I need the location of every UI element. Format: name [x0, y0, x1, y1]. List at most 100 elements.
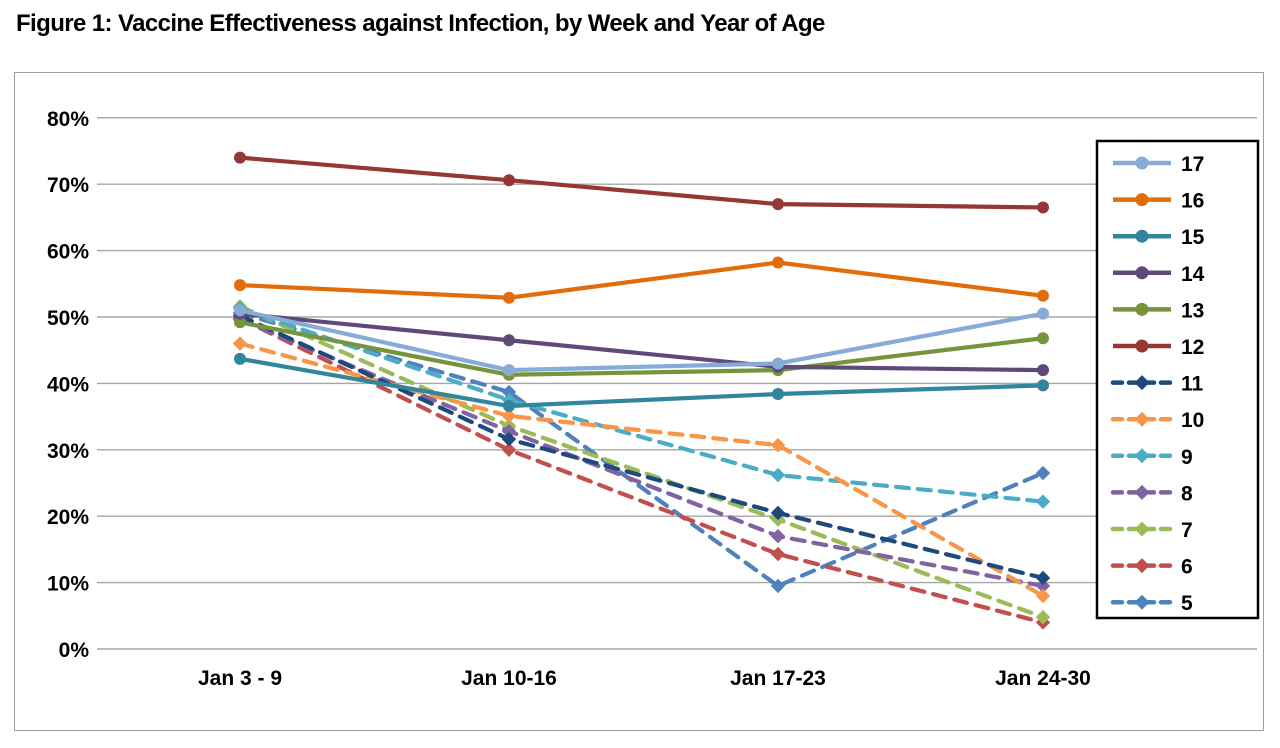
chart-panel: 0% 10% 20% 30% 40% 50% 60% 70% 80% Jan 3 - 9 Jan 1…: [14, 72, 1264, 731]
legend-marker: [1135, 339, 1149, 353]
data-point-13: [234, 316, 246, 329]
legend-label: 13: [1181, 299, 1204, 322]
series-line-11: [237, 313, 1046, 581]
series-line-13: [239, 320, 1044, 377]
chart-canvas: 0% 10% 20% 30% 40% 50% 60% 70% 80% Jan 3 - 9 Jan 1…: [47, 108, 1260, 690]
legend-entry-9: 9: [1110, 446, 1193, 469]
x-axis-label: Jan 10-16: [461, 667, 557, 690]
legend-label: 16: [1181, 190, 1204, 213]
data-point-15: [1037, 379, 1049, 392]
data-point-9: [1035, 494, 1051, 509]
legend-marker: [1134, 558, 1150, 574]
legend-label: 14: [1181, 263, 1205, 286]
data-point-14: [1037, 364, 1049, 377]
figure-title: Figure 1: Vaccine Effectiveness against …: [16, 10, 825, 37]
series-line-14: [239, 311, 1044, 373]
data-point-15: [503, 399, 515, 412]
legend-marker: [1135, 229, 1149, 243]
data-point-5: [501, 384, 517, 400]
legend-marker: [1134, 411, 1150, 427]
data-point-12: [503, 174, 515, 187]
legend-label: 9: [1181, 446, 1193, 469]
legend-entry-13: 13: [1113, 299, 1204, 322]
legend-label: 17: [1181, 153, 1204, 176]
data-point-6: [770, 546, 786, 562]
data-point-13: [1037, 332, 1049, 345]
y-axis-label: 20%: [47, 506, 89, 529]
data-point-8: [770, 528, 786, 544]
data-point-16: [772, 256, 784, 269]
y-axis-label: 80%: [47, 108, 89, 131]
legend-label: 8: [1181, 482, 1193, 505]
y-axis-label: 40%: [47, 373, 89, 396]
data-point-12: [772, 198, 784, 211]
series-line-15: [239, 356, 1044, 409]
legend-marker: [1134, 448, 1150, 464]
data-point-11: [1035, 570, 1051, 586]
legend-label: 5: [1181, 592, 1193, 615]
legend-entry-14: 14: [1113, 263, 1205, 286]
data-point-9: [770, 467, 786, 483]
legend-marker: [1135, 156, 1149, 170]
legend-marker: [1135, 193, 1149, 207]
data-point-10: [1035, 588, 1051, 604]
data-point-11: [501, 431, 517, 447]
legend-label: 10: [1181, 409, 1204, 432]
legend-label: 7: [1181, 519, 1193, 542]
data-point-10: [770, 437, 786, 453]
legend-marker: [1134, 375, 1150, 391]
data-point-17: [772, 357, 784, 370]
legend-entry-8: 8: [1110, 482, 1193, 505]
data-point-12: [1037, 201, 1049, 214]
legend-entry-10: 10: [1110, 409, 1204, 432]
data-point-8: [501, 424, 517, 439]
y-axis-label: 10%: [47, 573, 89, 596]
legend-entry-11: 11: [1110, 373, 1204, 396]
data-point-12: [234, 151, 246, 164]
data-point-11: [770, 505, 786, 521]
y-axis-label: 60%: [47, 241, 89, 264]
series-line-16: [239, 260, 1044, 300]
series-line-17: [239, 308, 1044, 373]
legend-label: 15: [1181, 226, 1205, 249]
legend-label: 11: [1181, 373, 1204, 396]
legend-entry-5: 5: [1110, 592, 1193, 615]
y-axis-label: 50%: [47, 307, 89, 330]
data-point-17: [1037, 307, 1049, 320]
legend-entry-17: 17: [1113, 153, 1204, 176]
legend-entry-12: 12: [1113, 336, 1204, 359]
data-point-5: [1035, 465, 1051, 481]
legend-marker: [1135, 266, 1149, 280]
legend-box: [1095, 139, 1260, 620]
y-axis-label: 0%: [59, 639, 90, 662]
series-line-10: [237, 341, 1046, 598]
data-point-16: [1037, 289, 1049, 302]
data-point-16: [234, 279, 246, 292]
data-point-10: [501, 408, 517, 424]
legend-marker: [1135, 302, 1149, 316]
x-axis-label: Jan 24-30: [995, 667, 1091, 690]
data-point-14: [503, 334, 515, 347]
series-line-12: [239, 155, 1044, 210]
y-axis-label: 70%: [47, 174, 89, 197]
series-line-9: [237, 306, 1046, 504]
data-point-7: [1035, 609, 1051, 625]
legend-marker: [1134, 594, 1150, 610]
data-point-6: [501, 442, 517, 457]
data-point-15: [234, 352, 246, 365]
legend-label: 12: [1181, 336, 1204, 359]
legend-marker: [1134, 484, 1150, 500]
legend-entry-7: 7: [1110, 519, 1193, 542]
data-point-17: [503, 364, 515, 377]
legend-entry-15: 15: [1113, 226, 1205, 249]
legend-entry-6: 6: [1110, 556, 1193, 579]
data-point-15: [772, 388, 784, 401]
legend-entry-16: 16: [1113, 190, 1204, 213]
y-axis-label: 30%: [47, 440, 89, 463]
data-point-10: [232, 336, 248, 351]
data-point-16: [503, 291, 515, 304]
series-line-6: [237, 316, 1046, 625]
x-axis-label: Jan 3 - 9: [198, 667, 282, 690]
x-axis-label: Jan 17-23: [730, 667, 826, 690]
series-line-8: [237, 317, 1046, 589]
